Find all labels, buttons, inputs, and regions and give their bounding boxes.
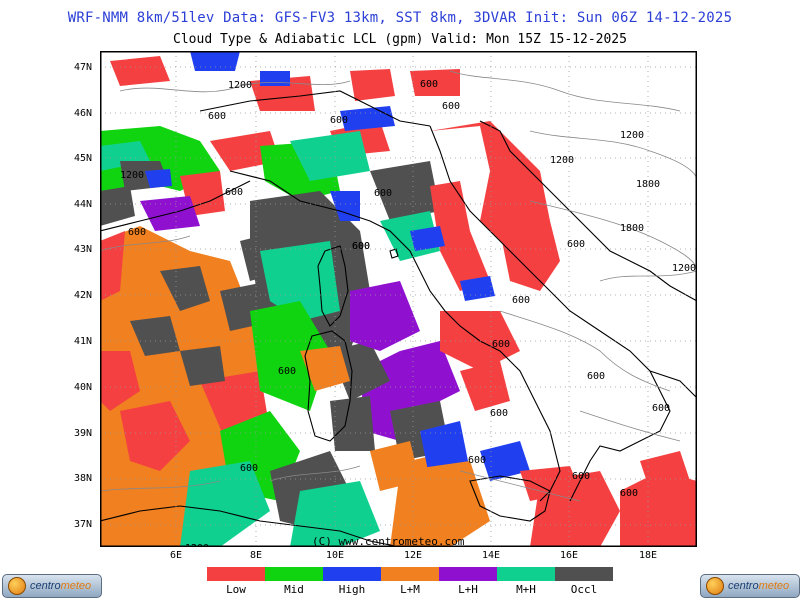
lat-label: 42N	[74, 290, 93, 301]
contour-label: 1800	[636, 179, 660, 190]
logo-text-a: centro	[728, 580, 759, 592]
contour-label: 1200	[672, 263, 696, 274]
contour-label: 600	[652, 403, 670, 414]
contour-label: 600	[442, 101, 460, 112]
contour-label: 1200	[120, 170, 144, 181]
contour-label: 600	[208, 111, 226, 122]
lat-label: 39N	[74, 428, 93, 439]
lat-label: 47N	[74, 62, 93, 73]
lat-label: 46N	[74, 108, 93, 119]
watermark: (C) www.centrometeo.com	[312, 535, 465, 547]
lon-label: 6E	[169, 550, 183, 561]
legend-label: Mid	[284, 583, 304, 596]
logo-text-b: meteo	[758, 580, 790, 592]
contour-label: 600	[572, 471, 590, 482]
lcl-contours	[100, 70, 697, 502]
legend-swatch-occl	[555, 567, 613, 581]
contour-label: 600	[567, 239, 585, 250]
legend-labels: Low Mid High L+M L+H M+H Occl	[207, 583, 613, 596]
contour-label: 600	[468, 455, 486, 466]
contour-label: 1200	[550, 155, 574, 166]
contour-label: 1800	[620, 223, 644, 234]
lat-label: 43N	[74, 244, 93, 255]
contour-label: 600	[352, 241, 370, 252]
lat-label: 38N	[74, 473, 93, 484]
contour-label: 600	[240, 463, 258, 474]
contour-label: 600	[492, 339, 510, 350]
legend-label: High	[338, 583, 366, 596]
contour-label: 600	[352, 241, 370, 252]
contour-label: 600	[128, 227, 146, 238]
legend-label: Low	[226, 583, 246, 596]
lat-label: 41N	[74, 336, 93, 347]
lat-label: 44N	[74, 199, 93, 210]
legend-label: L+H	[458, 583, 478, 596]
contour-label: 600	[587, 371, 605, 382]
contour-label: 600	[490, 408, 508, 419]
coastlines	[100, 90, 697, 547]
lat-label: 40N	[74, 382, 93, 393]
contour-label: 600	[620, 488, 638, 499]
header-line-2: Cloud Type & Adiabatic LCL (gpm) Valid: …	[173, 32, 627, 47]
lat-label: 37N	[74, 519, 93, 530]
legend-label: M+H	[516, 583, 536, 596]
legend-label: L+M	[400, 583, 420, 596]
contour-label: 600	[512, 295, 530, 306]
legend-swatch-high	[323, 567, 381, 581]
lon-label: 12E	[403, 550, 423, 561]
lon-label: 16E	[559, 550, 579, 561]
logo-globe-icon	[706, 577, 724, 595]
contour-labels: 1200 600 1200 600 600 600 600 600 1200 1…	[120, 79, 696, 547]
lon-label: 14E	[481, 550, 501, 561]
logo-globe-icon	[8, 577, 26, 595]
centrometeo-logo-right[interactable]: centrometeo	[700, 574, 800, 598]
contour-label: 600	[225, 187, 243, 198]
cloud-type-map: 1200 600 1200 600 600 600 600 600 1200 1…	[100, 51, 697, 547]
legend-swatch-mid	[265, 567, 323, 581]
logo-text-a: centro	[30, 580, 61, 592]
lon-label: 8E	[249, 550, 263, 561]
header-line-1: WRF-NMM 8km/51lev Data: GFS-FV3 13km, SS…	[67, 10, 733, 26]
contour-label: 1200	[620, 130, 644, 141]
contour-label: 600	[374, 188, 392, 199]
contour-label: 600	[278, 366, 296, 377]
contour-label: 1200	[185, 543, 209, 547]
legend-swatch-lm	[381, 567, 439, 581]
legend-label: Occl	[570, 583, 598, 596]
centrometeo-logo-left[interactable]: centrometeo	[2, 574, 102, 598]
legend-swatch-low	[207, 567, 265, 581]
legend-swatch-mh	[497, 567, 555, 581]
lon-label: 10E	[325, 550, 345, 561]
lat-label: 45N	[74, 153, 93, 164]
logo-text-b: meteo	[60, 580, 92, 592]
cloud-fields	[100, 51, 697, 547]
map-frame	[100, 51, 697, 547]
legend-swatch-lh	[439, 567, 497, 581]
legend-colorbar	[207, 567, 613, 581]
contour-label: 600	[420, 79, 438, 90]
contour-label: 600	[330, 115, 348, 126]
lon-label: 18E	[638, 550, 658, 561]
contour-label: 1200	[228, 80, 252, 91]
